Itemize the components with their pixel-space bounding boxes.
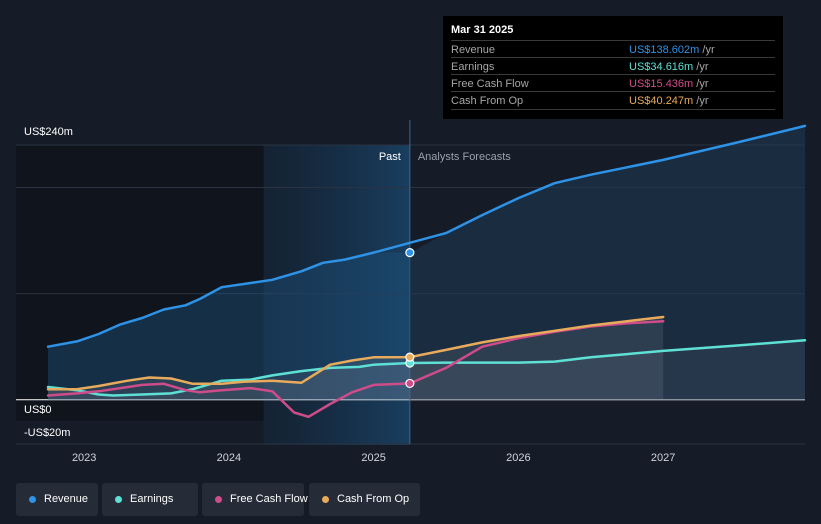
x-tick-label: 2024 xyxy=(217,452,241,464)
tooltip-value: US$138.602m xyxy=(629,44,700,56)
cash-from-op-marker xyxy=(405,352,415,362)
free-cash-flow-line xyxy=(46,319,665,419)
legend-item-cash-from-op[interactable]: Cash From Op xyxy=(309,483,420,516)
cash-from-op-line xyxy=(46,315,665,391)
past-label: Past xyxy=(379,151,401,163)
revenue-area-forecast xyxy=(409,125,805,400)
tooltip-date: Mar 31 2025 xyxy=(451,24,514,36)
tooltip-row-earnings: Earnings US$34.616m /yr xyxy=(451,57,775,75)
tooltip-row-cash-from-op: Cash From Op US$40.247m /yr xyxy=(451,91,775,110)
free-cash-flow-dot-icon xyxy=(215,496,222,503)
y-axis-label: US$0 xyxy=(24,404,52,416)
revenue-dot-icon xyxy=(29,496,36,503)
tooltip-unit: /yr xyxy=(702,44,715,56)
legend-item-free-cash-flow[interactable]: Free Cash Flow xyxy=(202,483,308,516)
x-tick-label: 2027 xyxy=(651,452,675,464)
tooltip-value: US$40.247m xyxy=(629,95,694,107)
legend-item-earnings[interactable]: Earnings xyxy=(102,483,198,516)
x-tick-label: 2025 xyxy=(361,452,385,464)
tooltip-label: Earnings xyxy=(451,61,495,73)
x-tick-label: 2026 xyxy=(506,452,530,464)
y-axis-label: -US$20m xyxy=(24,427,70,439)
legend-item-revenue[interactable]: Revenue xyxy=(16,483,98,516)
cash-from-op-dot-icon xyxy=(322,496,329,503)
tooltip-unit: /yr xyxy=(696,78,709,90)
past-region-highlight xyxy=(263,145,410,445)
legend-label: Earnings xyxy=(130,493,174,505)
tooltip-unit: /yr xyxy=(696,95,709,107)
tooltip-unit: /yr xyxy=(696,61,709,73)
free-cash-flow-marker xyxy=(405,378,415,389)
tooltip-label: Free Cash Flow xyxy=(451,78,529,90)
tooltip-label: Cash From Op xyxy=(451,95,524,107)
earnings-dot-icon xyxy=(115,496,122,503)
financial-chart: US$240m US$0 -US$20m 2023 2024 2025 2026 2027 Pa… xyxy=(16,120,807,464)
past-dark-band xyxy=(16,145,264,421)
legend-label: Revenue xyxy=(44,493,89,505)
tooltip-row-free-cash-flow: Free Cash Flow US$15.436m /yr xyxy=(451,74,775,92)
legend-label: Cash From Op xyxy=(337,493,410,505)
earnings-line xyxy=(46,339,807,397)
tooltip-value: US$34.616m xyxy=(629,61,694,73)
tooltip-row-revenue: Revenue US$138.602m /yr xyxy=(451,40,775,58)
revenue-area-past xyxy=(48,252,410,400)
legend-label: Free Cash Flow xyxy=(230,493,308,505)
tooltip-value: US$15.436m xyxy=(629,78,694,90)
y-axis-label: US$240m xyxy=(24,126,73,138)
forecast-label: Analysts Forecasts xyxy=(418,151,511,163)
tooltip-panel: Mar 31 2025 Revenue US$138.602m /yr Earn… xyxy=(443,16,783,119)
revenue-marker xyxy=(405,248,415,258)
revenue-line xyxy=(46,124,807,348)
x-tick-label: 2023 xyxy=(72,452,96,464)
tooltip-label: Revenue xyxy=(451,44,496,56)
